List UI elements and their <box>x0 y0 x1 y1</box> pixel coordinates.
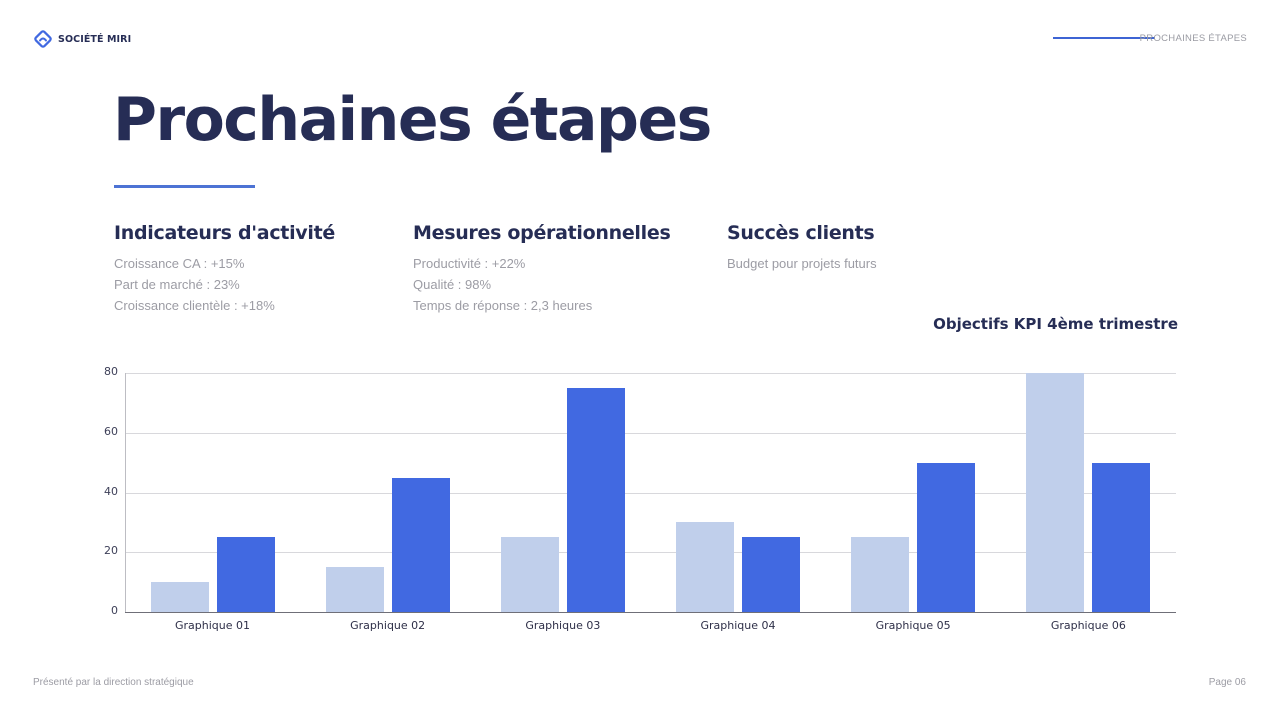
title-underline <box>114 185 255 188</box>
bar-series-2 <box>742 537 801 612</box>
bar-series-1 <box>150 582 209 612</box>
page-title: Prochaines étapes <box>113 85 712 155</box>
company-logo: SOCIÉTÉ MIRI <box>33 29 131 49</box>
column-operational-measures: Mesures opérationnelles Productivité : +… <box>413 222 671 316</box>
chart-title: Objectifs KPI 4ème trimestre <box>933 315 1178 333</box>
section-tag-divider <box>1053 37 1155 39</box>
x-tick-label: Graphique 04 <box>700 619 776 632</box>
bar-series-2 <box>216 537 275 612</box>
diamond-logo-icon <box>34 30 52 48</box>
column-heading: Indicateurs d'activité <box>114 222 335 244</box>
bar-series-2 <box>391 477 450 612</box>
bar-series-2 <box>1092 462 1151 612</box>
bar-series-2 <box>917 462 976 612</box>
y-tick-label: 40 <box>104 484 118 498</box>
gridline <box>125 492 1176 494</box>
bar-series-1 <box>1026 373 1085 612</box>
bar-series-1 <box>851 537 910 612</box>
y-tick-label: 0 <box>111 604 118 617</box>
x-tick-label: Graphique 01 <box>174 619 250 632</box>
metric-line: Productivité : +22% <box>413 256 526 271</box>
metric-line: Temps de réponse : 2,3 heures <box>413 298 593 313</box>
gridline <box>125 432 1176 434</box>
column-heading: Succès clients <box>727 222 875 244</box>
x-tick-label: Graphique 06 <box>1050 619 1126 632</box>
y-tick-label: 20 <box>104 544 118 558</box>
page-number: Page 06 <box>1208 677 1246 688</box>
x-tick-label: Graphique 05 <box>875 619 951 632</box>
y-axis <box>125 373 126 613</box>
bar-series-1 <box>676 522 735 612</box>
metric-line: Part de marché : 23% <box>114 277 240 292</box>
y-tick-label: 60 <box>104 424 118 438</box>
gridline <box>125 552 1176 554</box>
footer-presenter: Présenté par la direction stratégique <box>33 677 194 688</box>
bar-series-1 <box>500 537 559 612</box>
column-business-indicators: Indicateurs d'activité Croissance CA : +… <box>114 222 335 316</box>
company-name: SOCIÉTÉ MIRI <box>58 33 132 45</box>
bar-series-2 <box>566 387 625 612</box>
section-tag: PROCHAINES ÉTAPES <box>1139 33 1247 44</box>
gridline <box>125 373 1176 374</box>
column-heading: Mesures opérationnelles <box>413 222 671 244</box>
x-tick-label: Graphique 03 <box>525 619 601 632</box>
metric-line: Croissance clientèle : +18% <box>114 298 275 313</box>
x-tick-label: Graphique 02 <box>350 619 426 632</box>
bar-series-1 <box>325 567 384 612</box>
metric-line: Croissance CA : +15% <box>114 256 245 271</box>
y-tick-label: 80 <box>104 365 118 378</box>
metric-line: Qualité : 98% <box>413 277 492 292</box>
metric-line: Budget pour projets futurs <box>727 256 877 271</box>
column-client-success: Succès clients Budget pour projets futur… <box>727 222 877 274</box>
x-axis <box>125 612 1176 613</box>
